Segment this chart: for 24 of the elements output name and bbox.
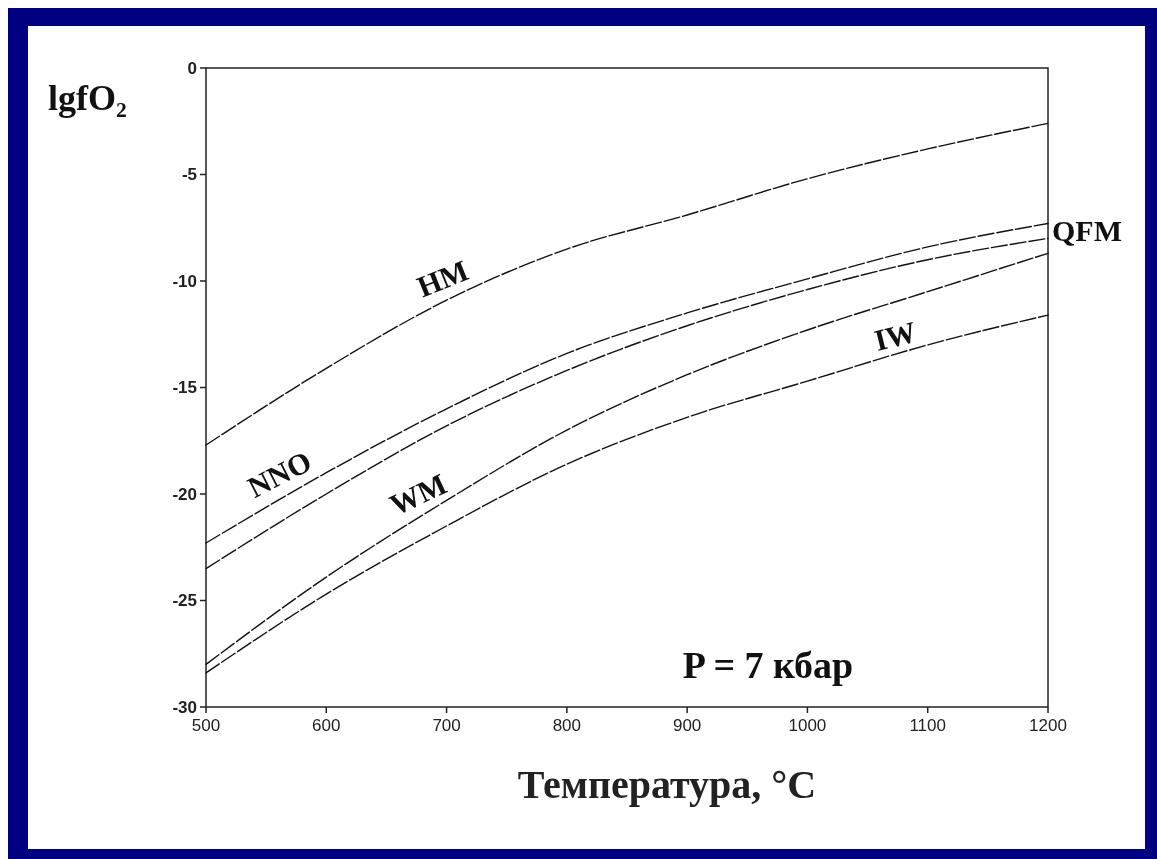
x-tick-label: 800: [552, 716, 582, 735]
line-series: [205, 122, 1049, 446]
y-axis-title: lgfO₂: [48, 78, 127, 118]
x-axis-title: Температура, °C: [517, 762, 817, 807]
series-label: QFM: [1052, 214, 1122, 248]
y-tick-label: 0: [187, 58, 197, 78]
y-tick-label: -10: [172, 271, 197, 291]
text: WM: [384, 466, 452, 522]
x-tick-label: 500: [191, 716, 221, 735]
y-tick-label: -30: [172, 697, 197, 717]
text: NNO: [242, 444, 317, 504]
annotation: P = 7 кбар: [682, 644, 854, 686]
x-tick-label: 600: [312, 716, 341, 735]
y-tick-label: -25: [172, 591, 197, 611]
y-tick-label: -5: [181, 165, 197, 185]
x-tick-label: 700: [432, 716, 461, 735]
x-tick-label: 1000: [788, 716, 827, 735]
x-tick-label: 1200: [1029, 716, 1067, 735]
text: HM: [412, 253, 473, 304]
x-tick-label: 900: [672, 716, 702, 735]
y-tick-label: -20: [172, 484, 197, 504]
x-tick-label: 1100: [909, 716, 946, 735]
text: IW: [870, 314, 920, 357]
y-tick-label: -15: [172, 378, 197, 398]
